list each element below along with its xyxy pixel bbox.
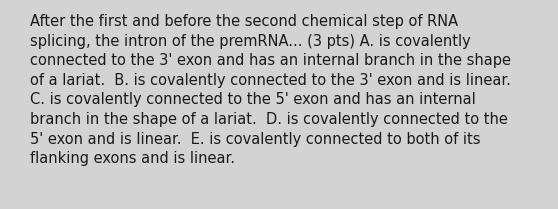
Text: After the first and before the second chemical step of RNA
splicing, the intron : After the first and before the second ch… xyxy=(30,14,511,166)
